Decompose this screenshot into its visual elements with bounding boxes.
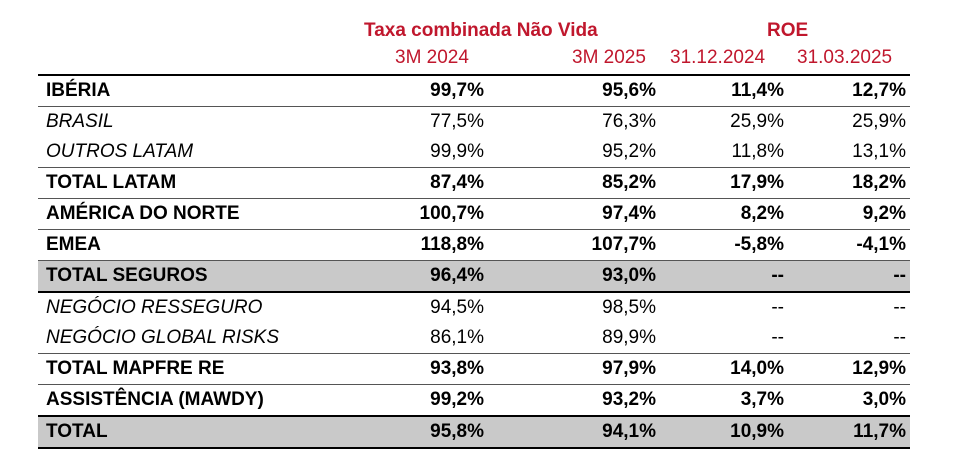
- row-label: BRASIL: [46, 111, 114, 132]
- table-row: AMÉRICA DO NORTE 100,7% 97,4% 8,2% 9,2%: [38, 198, 910, 230]
- row-label: TOTAL LATAM: [46, 172, 177, 193]
- value-roe-2025: --: [893, 327, 906, 348]
- value-3m-2025: 93,0%: [488, 260, 660, 292]
- table-row: BRASIL 77,5% 76,3% 25,9% 25,9%: [38, 106, 910, 138]
- value-3m-2024: 99,9%: [430, 141, 484, 162]
- value-roe-2024: 11,8%: [731, 141, 784, 162]
- table-row: TOTAL LATAM 87,4% 85,2% 17,9% 18,2%: [38, 167, 910, 199]
- table-row: TOTAL 95,8% 94,1% 10,9% 11,7%: [38, 416, 910, 448]
- value-3m-2025: 76,3%: [602, 111, 656, 132]
- value-roe-2024: --: [660, 260, 788, 292]
- table-row: NEGÓCIO GLOBAL RISKS 86,1% 89,9% -- --: [38, 323, 910, 354]
- value-roe-2024: 3,7%: [740, 389, 784, 410]
- value-3m-2025: 107,7%: [591, 234, 656, 255]
- table-row: NEGÓCIO RESSEGURO 94,5% 98,5% -- --: [38, 292, 910, 323]
- value-roe-2025: 25,9%: [852, 111, 906, 132]
- row-label: IBÉRIA: [46, 80, 111, 101]
- value-3m-2025: 85,2%: [602, 172, 656, 193]
- value-roe-2024: 25,9%: [730, 111, 784, 132]
- value-roe-2025: --: [788, 260, 910, 292]
- results-table: IBÉRIA 99,7% 95,6% 11,4% 12,7% BRASIL 77…: [38, 74, 910, 449]
- table-row: IBÉRIA 99,7% 95,6% 11,4% 12,7%: [38, 75, 910, 107]
- value-roe-2024: 11,4%: [731, 80, 784, 101]
- value-3m-2024: 95,8%: [410, 416, 488, 448]
- table-row: TOTAL MAPFRE RE 93,8% 97,9% 14,0% 12,9%: [38, 353, 910, 385]
- value-roe-2024: --: [771, 297, 784, 318]
- table-row: TOTAL SEGUROS 96,4% 93,0% -- --: [38, 260, 910, 292]
- value-roe-2025: 11,7%: [788, 416, 910, 448]
- roe-header: ROE: [767, 20, 809, 41]
- row-label: NEGÓCIO GLOBAL RISKS: [46, 327, 280, 348]
- row-label: ASSISTÊNCIA (MAWDY): [46, 389, 264, 410]
- col-header-3m-2024: 3M 2024: [395, 47, 469, 68]
- table-row: OUTROS LATAM 99,9% 95,2% 11,8% 13,1%: [38, 137, 910, 168]
- value-3m-2025: 97,4%: [602, 203, 656, 224]
- value-roe-2025: 9,2%: [862, 203, 906, 224]
- value-3m-2024: 93,8%: [430, 358, 484, 379]
- value-3m-2025: 97,9%: [602, 358, 656, 379]
- value-roe-2024: 10,9%: [660, 416, 788, 448]
- value-3m-2025: 89,9%: [602, 327, 656, 348]
- value-3m-2024: 99,7%: [430, 80, 484, 101]
- value-3m-2024: 100,7%: [419, 203, 484, 224]
- value-roe-2025: --: [893, 297, 906, 318]
- value-3m-2024: 86,1%: [430, 327, 484, 348]
- value-3m-2024: 77,5%: [430, 111, 484, 132]
- value-roe-2025: 18,2%: [852, 172, 906, 193]
- row-label: AMÉRICA DO NORTE: [46, 203, 240, 224]
- value-3m-2025: 98,5%: [602, 297, 656, 318]
- combined-ratio-header: Taxa combinada Não Vida: [364, 20, 598, 41]
- value-roe-2024: -5,8%: [734, 234, 784, 255]
- value-3m-2025: 95,2%: [602, 141, 656, 162]
- value-3m-2025: 93,2%: [602, 389, 656, 410]
- value-3m-2024: 96,4%: [410, 260, 488, 292]
- value-3m-2024: 87,4%: [430, 172, 484, 193]
- row-label: TOTAL SEGUROS: [38, 260, 410, 292]
- row-label: TOTAL MAPFRE RE: [46, 358, 225, 379]
- value-3m-2024: 99,2%: [430, 389, 484, 410]
- col-header-31-03-2025: 31.03.2025: [797, 47, 893, 68]
- col-header-31-12-2024: 31.12.2024: [670, 47, 766, 68]
- value-roe-2025: 3,0%: [862, 389, 906, 410]
- table-row: EMEA 118,8% 107,7% -5,8% -4,1%: [38, 229, 910, 261]
- value-3m-2025: 95,6%: [602, 80, 656, 101]
- value-roe-2025: 13,1%: [852, 141, 906, 162]
- value-3m-2025: 94,1%: [488, 416, 660, 448]
- row-label: EMEA: [46, 234, 101, 255]
- value-3m-2024: 94,5%: [430, 297, 484, 318]
- row-label: NEGÓCIO RESSEGURO: [46, 297, 263, 318]
- table-row: ASSISTÊNCIA (MAWDY) 99,2% 93,2% 3,7% 3,0…: [38, 384, 910, 417]
- value-roe-2024: --: [771, 327, 784, 348]
- col-header-3m-2025: 3M 2025: [572, 47, 646, 68]
- value-roe-2025: -4,1%: [856, 234, 906, 255]
- value-roe-2025: 12,9%: [852, 358, 906, 379]
- value-roe-2024: 17,9%: [730, 172, 784, 193]
- value-roe-2024: 8,2%: [740, 203, 784, 224]
- value-3m-2024: 118,8%: [420, 234, 484, 255]
- value-roe-2025: 12,7%: [852, 80, 906, 101]
- row-label: TOTAL: [38, 416, 410, 448]
- row-label: OUTROS LATAM: [46, 141, 194, 162]
- value-roe-2024: 14,0%: [730, 358, 784, 379]
